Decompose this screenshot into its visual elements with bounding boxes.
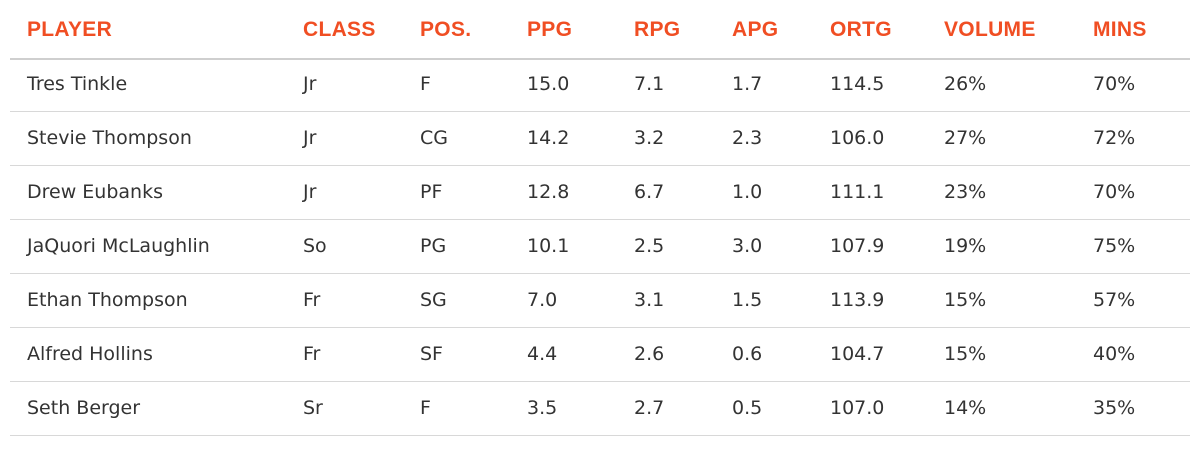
table-cell: 23% [944,181,987,203]
table-cell: 57% [1093,289,1136,311]
table-cell: SF [420,343,443,365]
table-cell: 106.0 [830,127,885,149]
table-cell: 14% [944,397,987,419]
table-cell: 114.5 [830,73,885,95]
table-cell: 15.0 [527,73,570,95]
table-cell: 2.3 [732,127,763,149]
table-cell: Fr [303,343,321,365]
column-header: MINS [1093,18,1147,41]
table-cell: 12.8 [527,181,570,203]
table-cell: 4.4 [527,343,558,365]
table-cell: 1.0 [732,181,763,203]
table-cell: CG [420,127,448,149]
table-cell: 14.2 [527,127,570,149]
table-cell: 113.9 [830,289,885,311]
table-cell: 40% [1093,343,1136,365]
table-cell: 3.2 [634,127,665,149]
table-cell: Sr [303,397,323,419]
table-cell: 10.1 [527,235,570,257]
table-cell: Tres Tinkle [27,73,128,95]
table-cell: PG [420,235,447,257]
column-header: PLAYER [27,18,113,41]
row-rule [10,165,1190,166]
table-cell: Jr [303,127,317,149]
table-cell: Jr [303,181,317,203]
table-cell: 107.0 [830,397,885,419]
table-cell: Drew Eubanks [27,181,163,203]
table-cell: 7.0 [527,289,558,311]
table-cell: 0.5 [732,397,763,419]
column-header: APG [732,18,779,41]
table-cell: 2.5 [634,235,665,257]
table-cell: Fr [303,289,321,311]
row-rule [10,219,1190,220]
table-cell: 3.0 [732,235,763,257]
row-rule [10,327,1190,328]
column-header: PPG [527,18,573,41]
table-cell: 7.1 [634,73,665,95]
table-cell: SG [420,289,447,311]
table-cell: JaQuori McLaughlin [27,235,210,257]
table-cell: 3.1 [634,289,665,311]
column-header: CLASS [303,18,376,41]
table-cell: 70% [1093,73,1136,95]
table-cell: 6.7 [634,181,665,203]
table-cell: 3.5 [527,397,558,419]
table-cell: 26% [944,73,987,95]
column-header: ORTG [830,18,892,41]
table-cell: Jr [303,73,317,95]
table-cell: 15% [944,343,987,365]
row-rule [10,381,1190,382]
table-cell: 104.7 [830,343,885,365]
table-cell: 19% [944,235,987,257]
table-cell: 0.6 [732,343,763,365]
table-cell: Stevie Thompson [27,127,192,149]
table-cell: 111.1 [830,181,885,203]
table-cell: 1.7 [732,73,763,95]
table-cell: 2.7 [634,397,665,419]
table-cell: 107.9 [830,235,885,257]
table-cell: 70% [1093,181,1136,203]
table-cell: 27% [944,127,987,149]
row-rule [10,111,1190,112]
column-header: RPG [634,18,681,41]
table-cell: Alfred Hollins [27,343,153,365]
table-cell: F [420,73,431,95]
table-cell: PF [420,181,443,203]
table-cell: 15% [944,289,987,311]
table-cell: Seth Berger [27,397,141,419]
row-rule [10,273,1190,274]
table-cell: So [303,235,327,257]
table-cell: Ethan Thompson [27,289,188,311]
table-cell: 75% [1093,235,1136,257]
table-cell: 2.6 [634,343,665,365]
column-header: VOLUME [944,18,1036,41]
table-cell: 35% [1093,397,1136,419]
table-cell: 1.5 [732,289,763,311]
table-cell: F [420,397,431,419]
row-rule [10,435,1190,436]
column-header: POS. [420,18,472,41]
header-rule [10,58,1190,60]
table-cell: 72% [1093,127,1136,149]
